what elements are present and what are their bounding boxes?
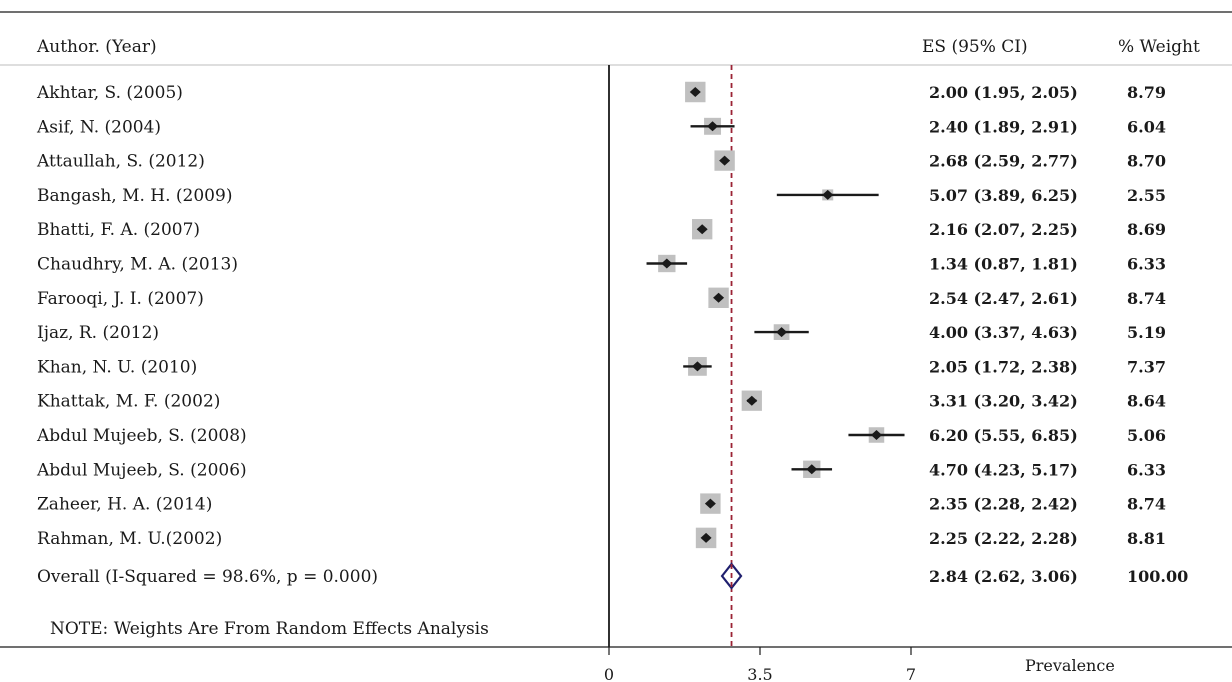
study-label: Khan, N. U. (2010) [37, 357, 197, 377]
study-label: Ijaz, R. (2012) [37, 323, 159, 343]
study-es-text: 2.05 (1.72, 2.38) [929, 357, 1078, 376]
study-es-text: 2.54 (2.47, 2.61) [929, 289, 1078, 308]
study-row: Attaullah, S. (2012) 2.68 (2.59, 2.77) 8.7… [36, 150, 1166, 172]
study-label: Attaullah, S. (2012) [36, 152, 205, 172]
study-row: Akhtar, S. (2005) 2.00 (1.95, 2.05) 8.79 [36, 81, 1166, 103]
study-es-text: 4.70 (4.23, 5.17) [929, 460, 1078, 479]
study-row: Khan, N. U. (2010) 2.05 (1.72, 2.38) 7.37 [37, 357, 1166, 377]
study-weight-text: 6.33 [1127, 255, 1166, 274]
overall-row: Overall (I-Squared = 98.6%, p = 0.000) 2… [37, 562, 1188, 590]
study-weight-text: 8.81 [1127, 529, 1166, 548]
study-weight-text: 8.79 [1127, 83, 1166, 102]
header-es: ES (95% CI) [922, 37, 1028, 57]
study-row: Rahman, M. U.(2002) 2.25 (2.22, 2.28) 8.81 [37, 527, 1166, 549]
study-point-estimate [700, 532, 712, 543]
study-es-text: 2.68 (2.59, 2.77) [929, 152, 1078, 171]
study-label: Farooqi, J. I. (2007) [37, 289, 204, 309]
study-row: Asif, N. (2004) 2.40 (1.89, 2.91) 6.04 [36, 117, 1166, 137]
study-point-estimate [689, 87, 701, 97]
study-weight-text: 8.74 [1127, 495, 1166, 514]
study-rows: Akhtar, S. (2005) 2.00 (1.95, 2.05) 8.79 As… [36, 81, 1166, 549]
study-point-estimate [696, 224, 708, 235]
study-weight-text: 8.70 [1127, 152, 1166, 171]
study-row: Khattak, M. F. (2002) 3.31 (3.20, 3.42) 8.… [37, 390, 1166, 412]
study-row: Zaheer, H. A. (2014) 2.35 (2.28, 2.42) 8.7… [37, 493, 1166, 515]
study-point-estimate [806, 464, 818, 475]
study-label: Bhatti, F. A. (2007) [37, 220, 200, 240]
study-label: Khattak, M. F. (2002) [37, 392, 220, 412]
note-text: NOTE: Weights Are From Random Effects An… [50, 619, 489, 639]
study-es-text: 5.07 (3.89, 6.25) [929, 186, 1078, 205]
study-point-estimate [822, 189, 834, 200]
study-weight-text: 8.69 [1127, 220, 1166, 239]
study-weight-text: 7.37 [1127, 357, 1166, 376]
study-label: Asif, N. (2004) [36, 117, 161, 137]
study-point-estimate [704, 498, 716, 509]
x-tick-label: 3.5 [747, 665, 772, 682]
header-study: Author. (Year) [36, 37, 157, 57]
header-weight: % Weight [1118, 37, 1200, 57]
study-label: Rahman, M. U.(2002) [37, 529, 222, 549]
study-weight-text: 2.55 [1127, 186, 1166, 205]
study-point-estimate [870, 430, 882, 440]
study-weight-text: 6.33 [1127, 460, 1166, 479]
study-row: Bangash, M. H. (2009) 5.07 (3.89, 6.25) 2.… [37, 186, 1166, 206]
study-es-text: 2.35 (2.28, 2.42) [929, 495, 1078, 514]
study-label: Chaudhry, M. A. (2013) [37, 255, 238, 275]
overall-es-text: 2.84 (2.62, 3.06) [929, 567, 1078, 586]
study-weight-text: 8.64 [1127, 392, 1166, 411]
study-point-estimate [746, 395, 758, 406]
study-row: Chaudhry, M. A. (2013) 1.34 (0.87, 1.81) 6… [37, 255, 1166, 275]
x-axis-label: Prevalence [1025, 656, 1115, 675]
study-point-estimate [707, 121, 719, 132]
study-row: Ijaz, R. (2012) 4.00 (3.37, 4.63) 5.19 [37, 323, 1166, 343]
study-point-estimate [691, 361, 703, 372]
overall-weight-text: 100.00 [1127, 567, 1188, 586]
study-point-estimate [776, 327, 788, 338]
study-es-text: 2.25 (2.22, 2.28) [929, 529, 1078, 548]
study-weight-text: 6.04 [1127, 117, 1166, 136]
study-es-text: 1.34 (0.87, 1.81) [929, 255, 1078, 274]
study-es-text: 2.16 (2.07, 2.25) [929, 220, 1078, 239]
x-tick-label: 0 [604, 665, 614, 682]
study-label: Abdul Mujeeb, S. (2006) [36, 460, 247, 480]
study-label: Abdul Mujeeb, S. (2008) [36, 426, 247, 446]
study-row: Abdul Mujeeb, S. (2008) 6.20 (5.55, 6.85)… [36, 426, 1166, 446]
overall-label: Overall (I-Squared = 98.6%, p = 0.000) [37, 567, 378, 587]
x-tick-label: 7 [906, 665, 916, 682]
study-weight-text: 5.06 [1127, 426, 1166, 445]
study-es-text: 3.31 (3.20, 3.42) [929, 392, 1078, 411]
study-es-text: 4.00 (3.37, 4.63) [929, 323, 1078, 342]
x-axis-ticks: 0 3.5 7 [604, 647, 916, 682]
study-weight-text: 5.19 [1127, 323, 1166, 342]
study-row: Bhatti, F. A. (2007) 2.16 (2.07, 2.25) 8.6… [37, 219, 1166, 240]
study-label: Bangash, M. H. (2009) [37, 186, 232, 206]
study-es-text: 6.20 (5.55, 6.85) [929, 426, 1078, 445]
study-es-text: 2.00 (1.95, 2.05) [929, 83, 1078, 102]
study-label: Akhtar, S. (2005) [36, 83, 183, 103]
study-weight-text: 8.74 [1127, 289, 1166, 308]
study-point-estimate [661, 258, 673, 269]
study-point-estimate [719, 155, 731, 166]
study-row: Abdul Mujeeb, S. (2006) 4.70 (4.23, 5.17)… [36, 460, 1166, 480]
study-point-estimate [713, 292, 725, 303]
study-label: Zaheer, H. A. (2014) [37, 495, 212, 515]
study-row: Farooqi, J. I. (2007) 2.54 (2.47, 2.61) 8.… [37, 287, 1166, 309]
study-es-text: 2.40 (1.89, 2.91) [929, 117, 1078, 136]
